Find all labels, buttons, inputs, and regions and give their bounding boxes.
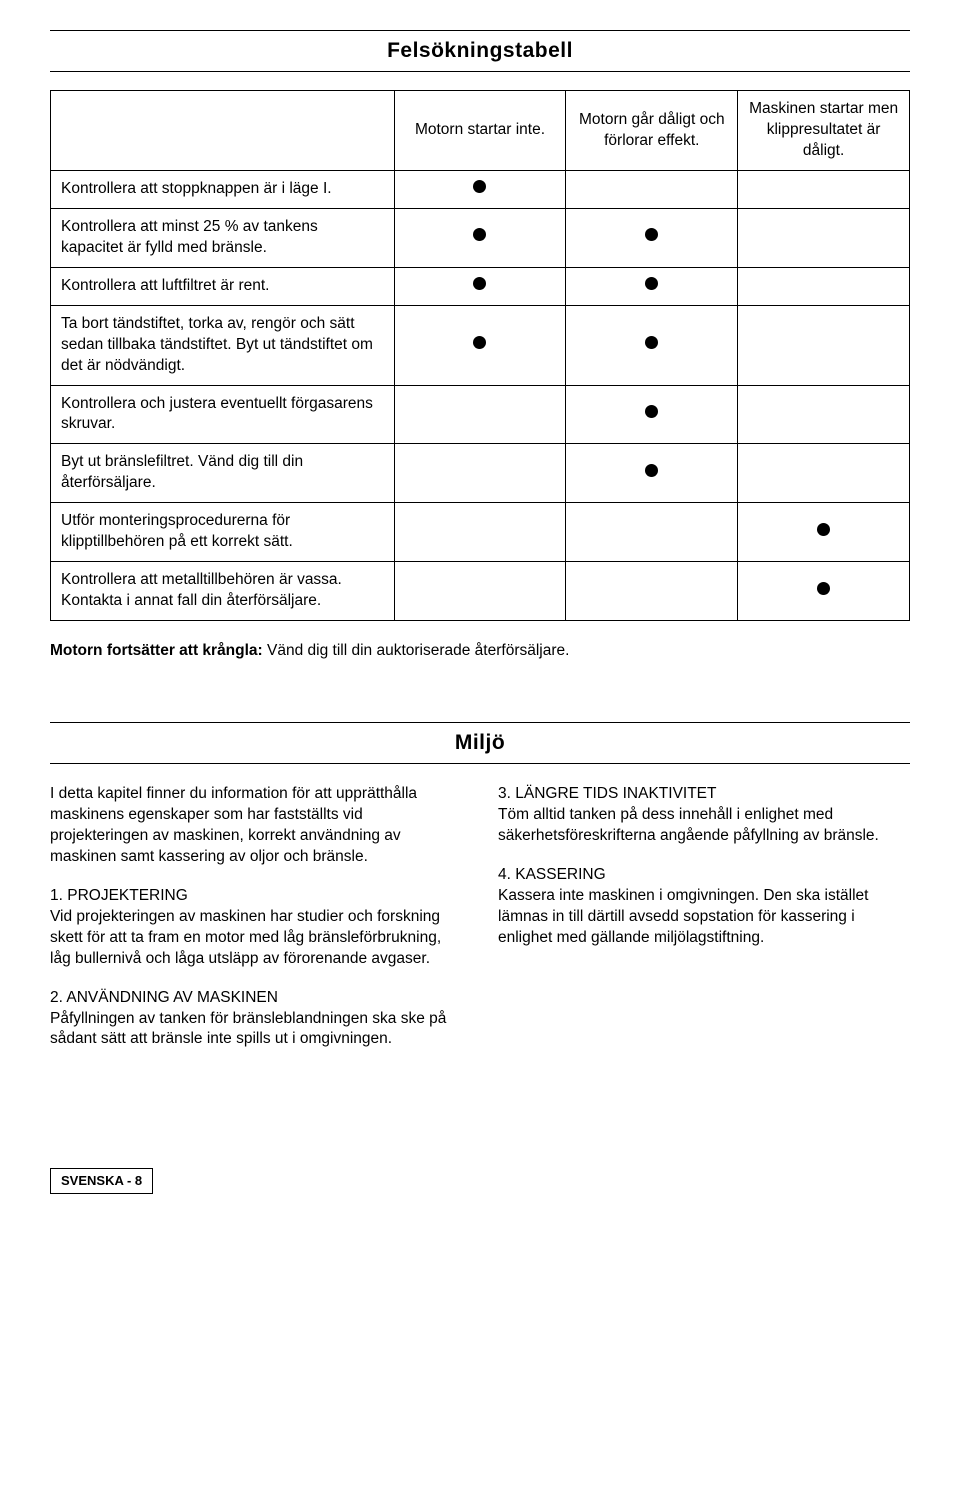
sub-3: 3. LÄNGRE TIDS INAKTIVITET [498,785,716,802]
table-row: Kontrollera att luftfiltret är rent. [51,267,910,305]
cell [738,171,910,209]
section-1: 1. PROJEKTERING Vid projekteringen av ma… [50,886,462,970]
left-column: I detta kapitel finner du information fö… [50,784,462,1068]
cell [394,209,566,268]
dot-icon [817,582,830,595]
cell [394,385,566,444]
sub-1: 1. PROJEKTERING [50,887,188,904]
table-row: Utför monteringsprocedurerna för klippti… [51,503,910,562]
dot-icon [817,523,830,536]
sub-4-body: Kassera inte maskinen i omgivningen. Den… [498,887,868,946]
sub-2: 2. ANVÄNDNING AV MASKINEN [50,989,278,1006]
sub-4: 4. KASSERING [498,866,606,883]
row-label: Utför monteringsprocedurerna för klippti… [51,503,395,562]
cell [566,305,738,385]
cell [566,385,738,444]
section-4: 4. KASSERING Kassera inte maskinen i omg… [498,865,910,949]
row-label: Kontrollera att stoppknappen är i läge I… [51,171,395,209]
table-row: Ta bort tändstiftet, torka av, rengör oc… [51,305,910,385]
cell [566,562,738,621]
dot-icon [645,228,658,241]
cell [394,267,566,305]
cell [738,267,910,305]
note-rest: Vänd dig till din auktoriserade återförs… [263,642,570,659]
page-footer: SVENSKA - 8 [50,1168,153,1194]
note-line: Motorn fortsätter att krångla: Vänd dig … [50,641,910,662]
dot-icon [645,464,658,477]
two-columns: I detta kapitel finner du information fö… [50,784,910,1068]
col-header-2: Motorn går dåligt och förlorar effekt. [566,91,738,171]
dot-icon [645,405,658,418]
right-column: 3. LÄNGRE TIDS INAKTIVITET Töm alltid ta… [498,784,910,1068]
row-label: Kontrollera att luftfiltret är rent. [51,267,395,305]
cell [566,503,738,562]
section-3: 3. LÄNGRE TIDS INAKTIVITET Töm alltid ta… [498,784,910,847]
col-header-3: Maskinen startar men klippresultatet är … [738,91,910,171]
row-label: Ta bort tändstiftet, torka av, rengör oc… [51,305,395,385]
cell [738,209,910,268]
intro-para: I detta kapitel finner du information fö… [50,784,462,868]
dot-icon [473,228,486,241]
cell [738,503,910,562]
table-corner [51,91,395,171]
table-row: Kontrollera och justera eventuellt förga… [51,385,910,444]
cell [394,171,566,209]
table-row: Kontrollera att minst 25 % av tankens ka… [51,209,910,268]
row-label: Kontrollera att minst 25 % av tankens ka… [51,209,395,268]
row-label: Byt ut bränslefiltret. Vänd dig till din… [51,444,395,503]
cell [394,503,566,562]
row-label: Kontrollera att metalltillbehören är vas… [51,562,395,621]
col-header-1: Motorn startar inte. [394,91,566,171]
table-row: Kontrollera att stoppknappen är i läge I… [51,171,910,209]
table-row: Byt ut bränslefiltret. Vänd dig till din… [51,444,910,503]
cell [738,444,910,503]
cell [738,385,910,444]
sub-3-body: Töm alltid tanken på dess innehåll i enl… [498,806,879,844]
cell [566,267,738,305]
row-label: Kontrollera och justera eventuellt förga… [51,385,395,444]
cell [566,209,738,268]
dot-icon [473,180,486,193]
cell [566,171,738,209]
cell [394,444,566,503]
cell [394,562,566,621]
dot-icon [645,277,658,290]
table-row: Kontrollera att metalltillbehören är vas… [51,562,910,621]
cell [566,444,738,503]
env-title: Miljö [50,722,910,764]
troubleshoot-title: Felsökningstabell [50,30,910,72]
cell [394,305,566,385]
sub-2-body: Påfyllningen av tanken för bränsleblandn… [50,1010,446,1048]
dot-icon [473,277,486,290]
troubleshoot-table: Motorn startar inte. Motorn går dåligt o… [50,90,910,621]
note-bold: Motorn fortsätter att krångla: [50,642,263,659]
dot-icon [473,336,486,349]
section-2: 2. ANVÄNDNING AV MASKINEN Påfyllningen a… [50,988,462,1051]
dot-icon [645,336,658,349]
cell [738,305,910,385]
sub-1-body: Vid projekteringen av maskinen har studi… [50,908,441,967]
cell [738,562,910,621]
